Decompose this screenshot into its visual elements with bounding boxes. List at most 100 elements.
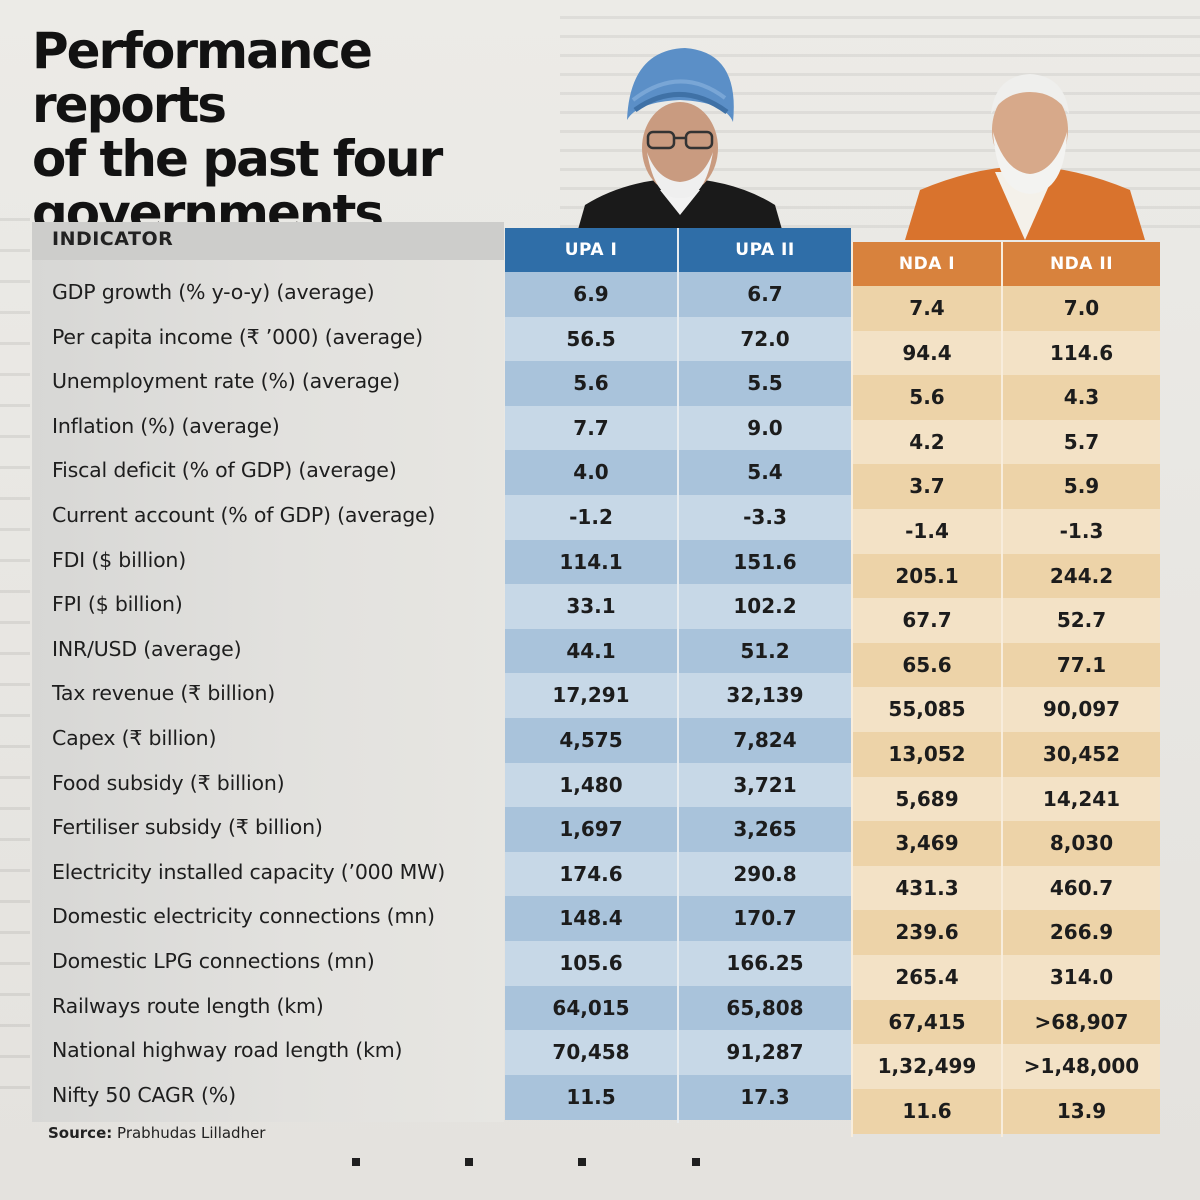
table-cell: 32,139 [726,683,804,708]
cell-band [679,1030,851,1076]
cell-band [505,1030,677,1076]
cell-band [853,598,1001,644]
table-cell: 1,480 [559,772,623,797]
cell-band [1003,509,1160,555]
row-label: FPI ($ billion) [52,592,183,617]
page-mark [465,1158,473,1166]
table-cell: 431.3 [895,875,959,900]
cell-band [853,1044,1001,1090]
cell-band [1003,776,1160,823]
row-label: National highway road length (km) [52,1038,403,1063]
table-cell: 102.2 [733,594,797,619]
cell-band [1003,286,1160,332]
table-cell: 5.9 [1063,474,1100,499]
table-cell: 17.3 [740,1084,790,1109]
table-cell: 205.1 [895,563,959,588]
cell-band [505,628,677,675]
cell-band [679,584,851,630]
column-separator [677,228,679,1124]
indicator-column-bg [32,222,504,1122]
row-label: Unemployment rate (%) (average) [52,369,400,394]
table-cell: 94.4 [902,340,952,365]
table-cell: 3,721 [733,772,797,797]
cell-band [505,762,677,809]
table-cell: 4.3 [1063,385,1100,410]
table-cell: 8,030 [1049,831,1114,856]
row-label: Domestic electricity connections (mn) [52,904,435,929]
page-mark [692,1158,700,1166]
table-cell: 3.7 [909,474,945,499]
cell-band [1003,642,1160,689]
cell-band [505,584,677,630]
table-cell: 5.7 [1063,429,1100,454]
table-cell: 90,097 [1042,697,1121,722]
cell-band [679,807,851,853]
cell-band [679,450,851,496]
row-label: Tax revenue (₹ billion) [52,681,276,706]
column-header: UPA II [679,228,851,272]
cell-band [1003,598,1160,644]
table-cell: 52.7 [1056,608,1107,633]
table-cell: 7.0 [1063,296,1100,320]
cell-band [679,673,851,719]
table-cell: 1,697 [559,817,623,842]
cell-band [1003,553,1160,600]
row-label: GDP growth (% y-o-y) (average) [52,280,375,304]
cell-band [679,628,851,675]
row-label: Domestic LPG connections (mn) [52,949,375,973]
table-cell: >1,48,000 [1023,1054,1140,1079]
page-mark [578,1158,586,1166]
table-cell: 51.2 [740,638,790,663]
headline-line-2: of the past four [32,130,443,188]
table-cell: 7,824 [733,728,797,752]
cell-band [1003,1088,1160,1135]
cell-band [505,316,677,363]
cell-band [853,776,1001,823]
row-label: Railways route length (km) [52,993,324,1018]
row-label: Electricity installed capacity (’000 MW) [52,859,446,884]
cell-band [853,509,1001,555]
table-cell: -3.3 [743,505,787,529]
table-cell: 5.6 [573,371,609,396]
table-cell: 33.1 [566,594,616,619]
table-cell: 5.6 [909,385,945,410]
row-label: Inflation (%) (average) [52,413,280,438]
cell-band [853,553,1001,600]
table-cell: 265.4 [895,965,959,989]
table-cell: 1,32,499 [877,1054,977,1079]
table-cell: 44.1 [566,638,616,663]
column-header: NDA II [1003,242,1160,286]
source-text: Prabhudas Lilladher [117,1124,266,1142]
cell-band [1003,732,1160,778]
row-label: Food subsidy (₹ billion) [52,770,285,795]
cell-band [679,762,851,809]
table-cell: 5.4 [747,460,783,485]
cell-band [853,865,1001,912]
table-cell: 56.5 [566,326,616,351]
cell-band [853,1088,1001,1135]
table-cell: 244.2 [1049,563,1114,588]
table-cell: 13,052 [888,742,966,766]
table-cell: 4.2 [909,429,945,454]
column-header: NDA I [853,242,1001,286]
cell-band [1003,687,1160,733]
cell-band [505,718,677,764]
row-label: Nifty 50 CAGR (%) [52,1082,236,1107]
table-cell: 72.0 [740,326,790,351]
table-cell: 65.6 [902,652,952,677]
table-cell: 114.1 [559,549,623,574]
cell-band [853,732,1001,778]
cell-band [505,495,677,541]
cell-band [1003,865,1160,912]
cell-band [679,316,851,363]
table-cell: 148.4 [559,906,623,931]
portrait-nda-leader [905,74,1145,240]
cell-band [1003,821,1160,867]
headline-line-1: Performance reports [32,22,373,134]
column-separator [851,242,853,1138]
cell-band [679,851,851,898]
column-separator [1001,242,1003,1138]
cell-band [505,272,677,318]
table-cell: 5.5 [747,371,783,396]
